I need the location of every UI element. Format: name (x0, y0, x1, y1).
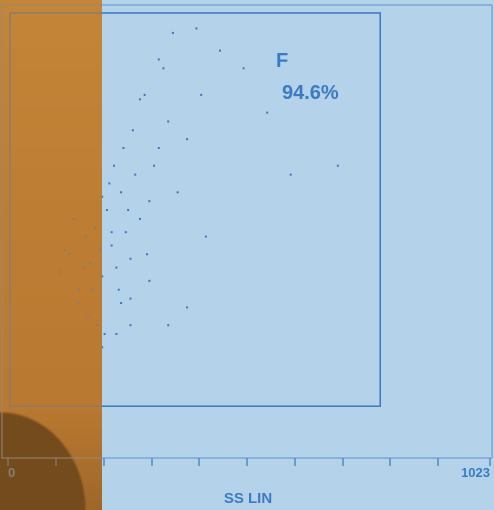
event-dot (130, 258, 132, 260)
event-dot (113, 165, 115, 167)
event-dot (64, 249, 66, 251)
event-dot (99, 249, 101, 251)
event-dot (130, 298, 132, 300)
event-dot (92, 289, 94, 291)
event-dot (111, 244, 113, 246)
event-dot (127, 209, 129, 211)
event-dot (243, 67, 245, 69)
event-dot (104, 333, 106, 335)
event-dot (290, 174, 292, 176)
event-dot (266, 112, 268, 114)
event-dot (106, 209, 108, 211)
event-dot (186, 138, 188, 140)
event-dot (108, 182, 110, 184)
event-dot (68, 253, 70, 255)
event-dot (153, 165, 155, 167)
event-dot (205, 236, 207, 238)
event-dot (101, 275, 103, 277)
event-dot (158, 147, 160, 149)
event-dot (162, 67, 164, 69)
event-dot (94, 227, 96, 229)
event-dot (200, 94, 202, 96)
event-dot (73, 218, 75, 220)
event-dot (172, 32, 174, 34)
event-dot (59, 271, 61, 273)
gate-percent: 94.6% (282, 82, 339, 104)
event-dot (118, 289, 120, 291)
event-dot (82, 267, 84, 269)
gate (10, 13, 380, 406)
plot-frame (2, 5, 492, 458)
event-dot (219, 50, 221, 52)
event-dot (97, 324, 99, 326)
event-dot (337, 165, 339, 167)
chart: SS LIN 0 1023 F 94.6% (0, 0, 494, 510)
event-dot (148, 280, 150, 282)
screenshot: SS LIN 0 1023 F 94.6% (0, 0, 494, 510)
x-tick-label: 1023 (461, 465, 490, 480)
event-dot (186, 306, 188, 308)
event-dot (134, 174, 136, 176)
event-dot (101, 346, 103, 348)
x-tick-label: 0 (8, 465, 15, 480)
event-dot (146, 253, 148, 255)
event-dot (120, 191, 122, 193)
event-dot (130, 324, 132, 326)
event-dot (78, 302, 80, 304)
event-dot (158, 58, 160, 60)
event-dot (132, 129, 134, 131)
event-dot (195, 27, 197, 29)
event-dot (78, 289, 80, 291)
event-dot (115, 333, 117, 335)
event-dot (144, 94, 146, 96)
event-dot (85, 236, 87, 238)
event-dot (115, 267, 117, 269)
event-dot (122, 147, 124, 149)
event-dot (120, 302, 122, 304)
event-dot (125, 231, 127, 233)
event-dot (167, 120, 169, 122)
event-dot (139, 98, 141, 100)
event-dot (111, 231, 113, 233)
minor-ticks (56, 458, 438, 466)
event-dot (87, 315, 89, 317)
event-dot (101, 196, 103, 198)
event-dot (148, 200, 150, 202)
event-dot (139, 218, 141, 220)
event-dot (89, 262, 91, 264)
x-axis-label: SS LIN (224, 490, 272, 507)
event-dot (167, 324, 169, 326)
gate-name: F (276, 50, 288, 72)
event-dot (177, 191, 179, 193)
